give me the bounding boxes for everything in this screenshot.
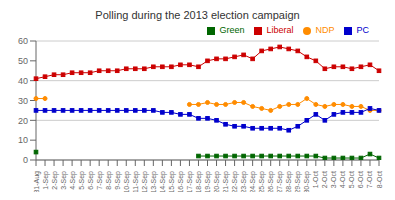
- svg-text:20-Sep: 20-Sep: [213, 171, 221, 192]
- svg-text:23-Sep: 23-Sep: [240, 171, 248, 192]
- svg-text:8-Sep: 8-Sep: [105, 171, 113, 190]
- svg-text:2-Oct: 2-Oct: [321, 171, 328, 188]
- svg-text:9-Sep: 9-Sep: [114, 171, 122, 190]
- svg-text:50: 50: [18, 56, 28, 66]
- html-text:NDP: NDP: [315, 25, 335, 35]
- svg-text:4-Sep: 4-Sep: [69, 171, 77, 190]
- svg-text:12-Sep: 12-Sep: [141, 171, 149, 192]
- svg-text:3-Oct: 3-Oct: [330, 171, 337, 188]
- svg-text:17-Sep: 17-Sep: [186, 171, 194, 192]
- svg-text:13-Sep: 13-Sep: [150, 171, 158, 192]
- svg-text:0: 0: [23, 155, 28, 165]
- html-text:Polling during the 2013 electi: Polling during the 2013 election campaig…: [95, 9, 300, 21]
- svg-text:14-Sep: 14-Sep: [159, 171, 167, 192]
- svg-text:20: 20: [18, 116, 28, 126]
- svg-text:24-Sep: 24-Sep: [249, 171, 257, 192]
- svg-text:22-Sep: 22-Sep: [231, 171, 239, 192]
- svg-text:30: 30: [18, 96, 28, 106]
- svg-text:28-Sep: 28-Sep: [285, 171, 293, 192]
- svg-text:8-Oct: 8-Oct: [376, 171, 383, 188]
- svg-text:30-Sep: 30-Sep: [303, 171, 311, 192]
- svg-text:5-Oct: 5-Oct: [348, 171, 355, 188]
- svg-text:10: 10: [18, 135, 28, 145]
- svg-text:4-Oct: 4-Oct: [339, 171, 346, 188]
- svg-text:7-Oct: 7-Oct: [366, 171, 373, 188]
- html-text:PC: PC: [356, 25, 369, 35]
- svg-text:27-Sep: 27-Sep: [276, 171, 284, 192]
- svg-text:40: 40: [18, 76, 28, 86]
- svg-text:1-Oct: 1-Oct: [312, 171, 319, 188]
- svg-text:60: 60: [18, 36, 28, 46]
- svg-text:29-Sep: 29-Sep: [294, 171, 302, 192]
- svg-text:7-Sep: 7-Sep: [96, 171, 104, 190]
- svg-text:16-Sep: 16-Sep: [177, 171, 185, 192]
- html-text:Green: Green: [219, 25, 245, 35]
- svg-text:25-Sep: 25-Sep: [258, 171, 266, 192]
- svg-text:6-Sep: 6-Sep: [87, 171, 95, 190]
- svg-text:5-Sep: 5-Sep: [78, 171, 86, 190]
- svg-text:1-Sep: 1-Sep: [42, 171, 50, 190]
- svg-text:18-Sep: 18-Sep: [195, 171, 203, 192]
- html-text:Liberal: Liberal: [266, 25, 294, 35]
- svg-text:15-Sep: 15-Sep: [168, 171, 176, 192]
- svg-text:2-Sep: 2-Sep: [51, 171, 59, 190]
- svg-text:26-Sep: 26-Sep: [267, 171, 275, 192]
- svg-text:31-Aug: 31-Aug: [33, 171, 41, 192]
- svg-text:11-Sep: 11-Sep: [132, 171, 140, 192]
- svg-text:19-Sep: 19-Sep: [204, 171, 212, 192]
- svg-text:6-Oct: 6-Oct: [357, 171, 364, 188]
- svg-text:10-Sep: 10-Sep: [123, 171, 131, 192]
- svg-text:21-Sep: 21-Sep: [222, 171, 230, 192]
- svg-text:3-Sep: 3-Sep: [60, 171, 68, 190]
